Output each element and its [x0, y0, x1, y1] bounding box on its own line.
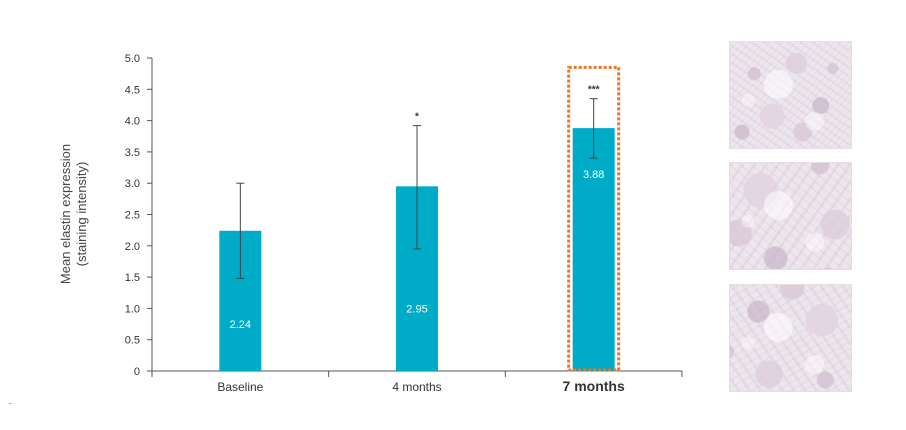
- bar-value-label: 2.24: [230, 319, 251, 331]
- y-axis: 0 0.5 1.0 1.5 2.0 2.5 3.0 3.5 4.0 4.5 5.0: [125, 53, 153, 378]
- corner-mark: [9, 403, 11, 404]
- tissue-section-7-months-image: [729, 284, 852, 392]
- y-tick-label: 2.0: [125, 241, 140, 253]
- x-category-label: 7 months: [563, 378, 625, 394]
- y-tick-label: 3.5: [125, 147, 140, 159]
- tissue-section-baseline-image: [729, 41, 852, 149]
- y-tick-label: 5.0: [125, 53, 140, 65]
- tissue-section-4-months-image: [729, 162, 852, 270]
- y-tick-label: 0.5: [125, 335, 140, 347]
- significance-marker: ***: [588, 85, 600, 96]
- highlight-box: [567, 65, 621, 372]
- y-tick-label: 3.0: [125, 178, 140, 190]
- bar-value-label: 2.95: [406, 303, 427, 315]
- y-tick-label: 2.5: [125, 210, 140, 222]
- bar: [572, 128, 615, 371]
- bar-value-label: 3.88: [583, 169, 604, 181]
- y-tick-label: 4.0: [125, 116, 140, 128]
- x-category-label: Baseline: [217, 380, 263, 394]
- y-axis-label: Mean elastin expression(staining intensi…: [58, 144, 89, 284]
- y-axis-label-line: Mean elastin expression: [58, 144, 73, 284]
- y-tick-label: 4.5: [125, 84, 140, 96]
- bars: 2.24 2.95 * 3.88 ***: [219, 65, 621, 372]
- y-tick-label: 1.0: [125, 303, 140, 315]
- y-axis-title: Mean elastin expression(staining intensi…: [58, 144, 89, 284]
- significance-marker: *: [415, 112, 419, 123]
- x-category-label: 4 months: [392, 380, 441, 394]
- y-axis-label-line: (staining intensity): [74, 162, 89, 267]
- y-tick-label: 0: [134, 366, 140, 378]
- x-axis: Baseline 4 months 7 months: [151, 370, 683, 394]
- y-tick-label: 1.5: [125, 272, 140, 284]
